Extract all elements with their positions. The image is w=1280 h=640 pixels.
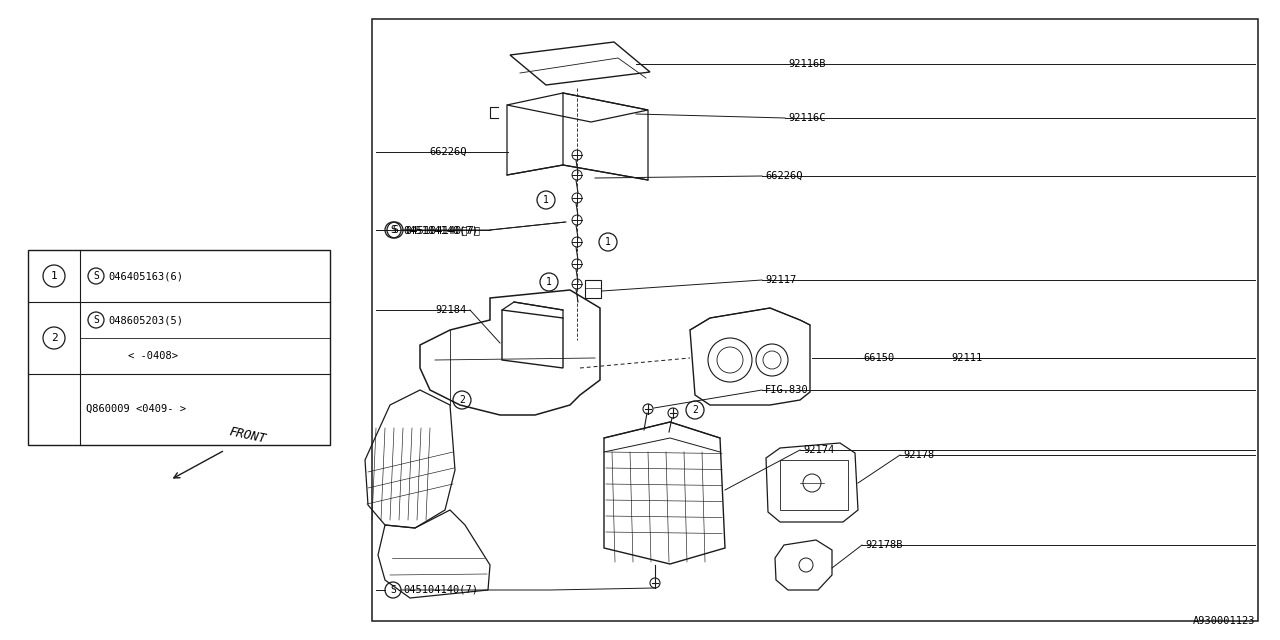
Text: FIG.830: FIG.830 [765,385,809,395]
Text: 2: 2 [460,395,465,405]
Text: FRONT: FRONT [228,426,268,446]
Text: 1: 1 [543,195,549,205]
Text: 92111: 92111 [951,353,982,363]
Text: 046405163(6): 046405163(6) [108,271,183,281]
Text: 1: 1 [605,237,611,247]
Text: S: S [93,315,99,325]
Text: S: S [392,225,398,235]
Text: 66226Q: 66226Q [765,171,803,181]
Text: 1: 1 [547,277,552,287]
Text: A930001123: A930001123 [1193,616,1254,626]
Text: 1: 1 [51,271,58,281]
Text: S: S [93,271,99,281]
Bar [780,460,849,510]
Text: 92116B: 92116B [788,59,826,69]
Text: 92178B: 92178B [865,540,902,550]
Text: Q860009 <0409- >: Q860009 <0409- > [86,404,186,414]
Bar [372,19,1258,621]
Text: S: S [390,225,396,235]
Text: 92178: 92178 [902,450,934,460]
Text: 92184: 92184 [435,305,467,315]
Text: 92116C: 92116C [788,113,826,123]
Text: 66150: 66150 [863,353,895,363]
Text: 045104140（7）: 045104140（7） [404,225,480,235]
Text: 2: 2 [692,405,698,415]
Text: 92174: 92174 [803,445,835,455]
Bar [28,250,330,445]
Bar [585,280,602,298]
Text: 045104140(7): 045104140(7) [403,225,477,235]
Text: 2: 2 [51,333,58,343]
Text: 92117: 92117 [765,275,796,285]
Text: 045104140(7): 045104140(7) [403,585,477,595]
Text: FRONT: FRONT [228,426,268,446]
Text: 048605203(5): 048605203(5) [108,315,183,325]
Text: 66226Q: 66226Q [430,147,467,157]
Text: S: S [390,585,396,595]
Text: < -0408>: < -0408> [128,351,178,361]
